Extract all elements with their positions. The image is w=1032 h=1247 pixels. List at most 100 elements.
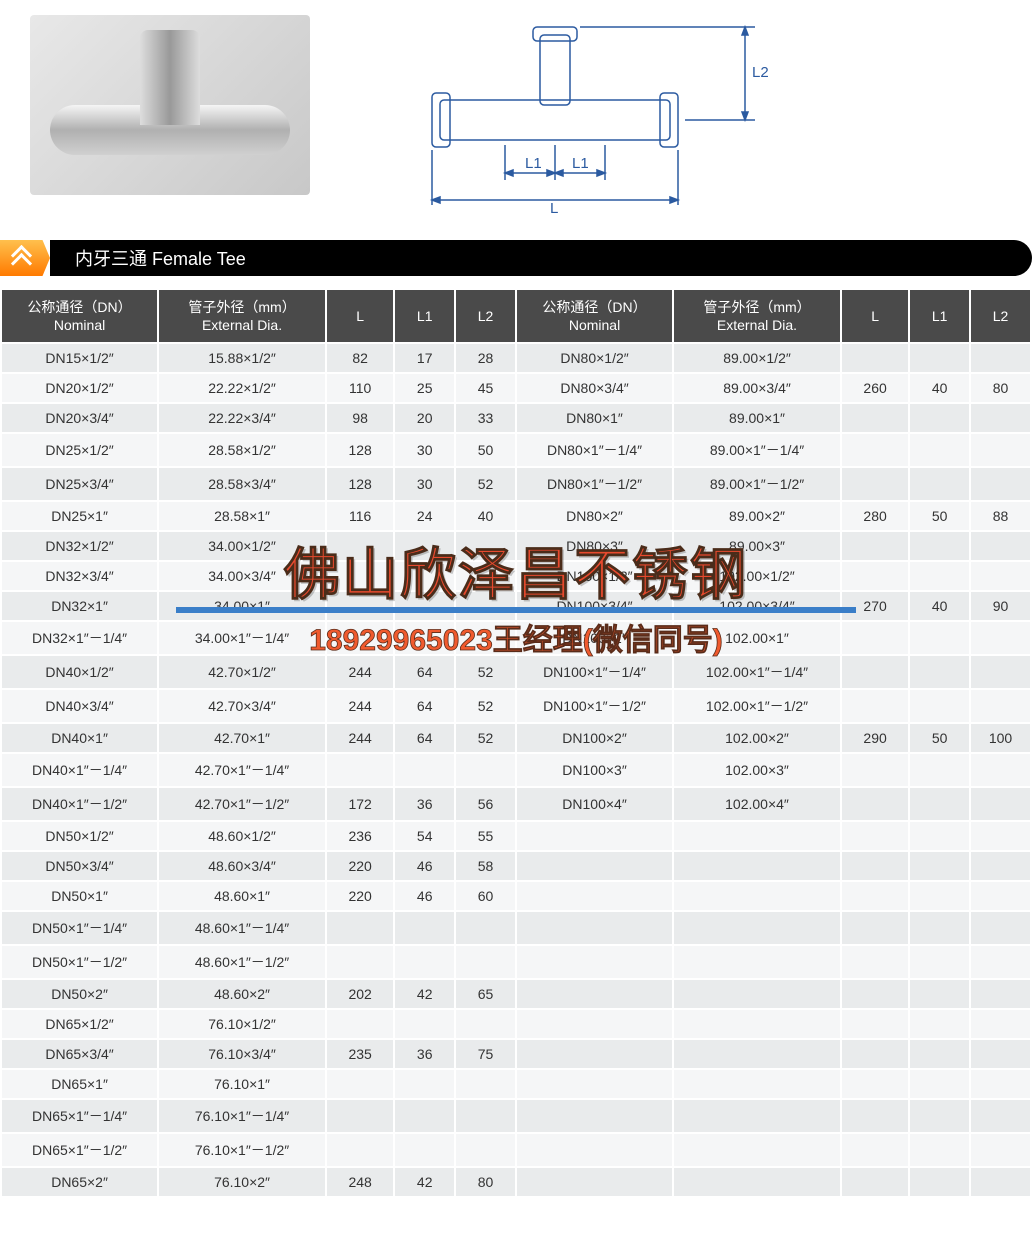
table-cell [674,1168,840,1196]
table-row: DN65×1″－1/4″76.10×1″－1/4″ [2,1100,1030,1132]
table-row: DN32×1/2″34.00×1/2″DN80×3″89.00×3″ [2,532,1030,560]
table-cell: DN80×3/4″ [517,374,672,402]
table-cell [842,788,908,820]
table-cell: 89.00×1″ [674,404,840,432]
table-cell: 220 [327,852,393,880]
table-cell: 280 [842,502,908,530]
table-cell: 34.00×3/4″ [159,562,325,590]
table-cell: 40 [456,502,515,530]
table-cell: 33 [456,404,515,432]
column-header: 管子外径（mm）External Dia. [159,290,325,342]
table-cell: DN25×3/4″ [2,468,157,500]
table-cell [674,882,840,910]
table-row: DN25×1/2″28.58×1/2″1283050DN80×1″－1/4″89… [2,434,1030,466]
table-cell: 36 [395,788,454,820]
table-cell: DN40×1″－1/2″ [2,788,157,820]
table-cell: 202 [327,980,393,1008]
table-cell: 50 [456,434,515,466]
table-cell: DN20×3/4″ [2,404,157,432]
table-cell: 102.00×1″－1/2″ [674,690,840,722]
table-cell: 48.60×1″－1/2″ [159,946,325,978]
table-cell [971,980,1030,1008]
table-cell: 42.70×1″ [159,724,325,752]
table-cell [327,622,393,654]
table-cell [842,344,908,372]
table-cell: 98 [327,404,393,432]
table-cell: 80 [971,374,1030,402]
table-cell [842,1010,908,1038]
table-cell: 22.22×1/2″ [159,374,325,402]
table-row: DN32×1″－1/4″34.00×1″－1/4″DN100×1″102.00×… [2,622,1030,654]
table-cell: 76.10×3/4″ [159,1040,325,1068]
top-section: L1 L1 L L2 [0,0,1032,230]
table-cell [910,980,969,1008]
table-cell [842,882,908,910]
table-cell: DN15×1/2″ [2,344,157,372]
table-cell: 76.10×1/2″ [159,1010,325,1038]
table-cell [674,1134,840,1166]
table-cell [674,1100,840,1132]
table-cell [327,592,393,620]
table-row: DN20×1/2″22.22×1/2″1102545DN80×3/4″89.00… [2,374,1030,402]
table-cell [327,1070,393,1098]
table-cell: 260 [842,374,908,402]
table-cell: DN65×2″ [2,1168,157,1196]
table-row: DN65×3/4″76.10×3/4″2353675 [2,1040,1030,1068]
table-cell [327,1100,393,1132]
table-row: DN50×1″－1/4″48.60×1″－1/4″ [2,912,1030,944]
table-cell: 172 [327,788,393,820]
table-cell [327,912,393,944]
table-cell [456,1100,515,1132]
table-row: DN32×3/4″34.00×3/4″DN100×1/2″102.00×1/2″ [2,562,1030,590]
table-cell: 15.88×1/2″ [159,344,325,372]
table-cell [842,404,908,432]
table-cell: 25 [395,374,454,402]
table-cell: 50 [910,724,969,752]
column-header: L1 [910,290,969,342]
table-cell: DN32×3/4″ [2,562,157,590]
table-cell: DN40×1″ [2,724,157,752]
table-cell [327,946,393,978]
table-cell [674,822,840,850]
table-cell: DN65×1/2″ [2,1010,157,1038]
table-cell [327,1134,393,1166]
table-cell: 28.58×1/2″ [159,434,325,466]
table-cell [517,912,672,944]
table-cell [971,1070,1030,1098]
diagram-label-l1a: L1 [525,155,542,172]
table-cell: DN100×3″ [517,754,672,786]
table-cell [910,946,969,978]
table-cell [910,788,969,820]
table-cell: 42 [395,980,454,1008]
technical-diagram: L1 L1 L L2 [410,15,790,215]
table-header: 公称通径（DN）Nominal管子外径（mm）External Dia.LL1L… [2,290,1030,342]
table-row: DN50×3/4″48.60×3/4″2204658 [2,852,1030,880]
table-cell [517,1010,672,1038]
table-cell: DN25×1″ [2,502,157,530]
table-cell: 34.00×1/2″ [159,532,325,560]
column-header: L1 [395,290,454,342]
table-cell: DN80×1/2″ [517,344,672,372]
table-cell: DN80×3″ [517,532,672,560]
table-cell: 48.60×1/2″ [159,822,325,850]
table-cell [395,532,454,560]
table-cell [327,562,393,590]
table-row: DN65×1/2″76.10×1/2″ [2,1010,1030,1038]
table-row: DN32×1″34.00×1″DN100×3/4″102.00×3/4″2704… [2,592,1030,620]
table-cell [456,622,515,654]
table-cell: DN50×1″ [2,882,157,910]
table-cell [971,344,1030,372]
table-cell: DN40×3/4″ [2,690,157,722]
table-cell [395,562,454,590]
table-cell [674,946,840,978]
table-cell: 52 [456,690,515,722]
section-title-bar: 内牙三通 Female Tee [0,240,1032,276]
table-cell [971,404,1030,432]
diagram-label-l2: L2 [752,64,769,81]
table-row: DN25×1″28.58×1″1162440DN80×2″89.00×2″280… [2,502,1030,530]
table-cell: 54 [395,822,454,850]
table-cell [910,1070,969,1098]
table-cell: 76.10×2″ [159,1168,325,1196]
table-cell [842,690,908,722]
table-cell: 48.60×3/4″ [159,852,325,880]
